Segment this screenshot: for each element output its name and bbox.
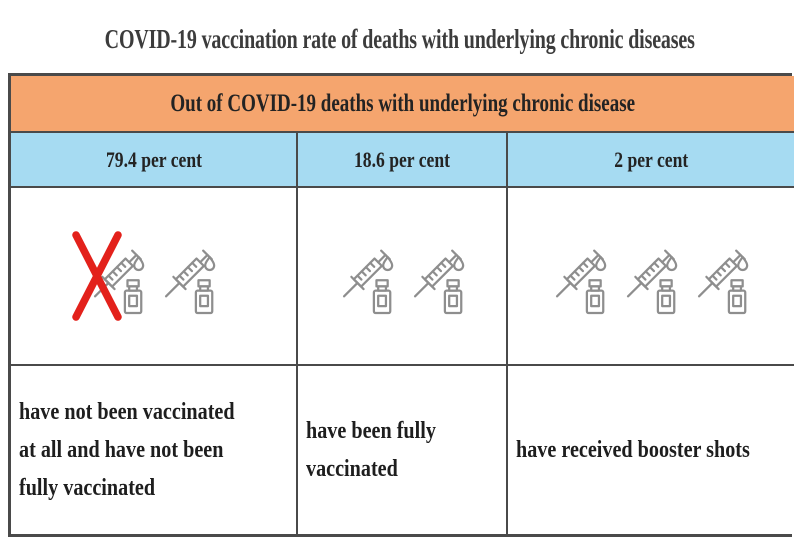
percent-value: 18.6 per cent: [354, 146, 450, 172]
syringe-vial-icon: [691, 232, 753, 320]
description-text: have been fully vaccinated: [306, 418, 436, 482]
description-cell-boosted: have received booster shots: [506, 364, 795, 534]
icons-cell-fully-vaccinated: [296, 186, 506, 364]
syringe-vial-icon: [620, 232, 682, 320]
percent-cell-boosted: 2 per cent: [506, 131, 795, 186]
page-title: COVID-19 vaccination rate of deaths with…: [0, 24, 800, 55]
syringe-vial-crossed-icon: [87, 232, 149, 320]
icons-cell-unvaccinated: [11, 186, 296, 364]
syringe-vial-icon: [158, 232, 220, 320]
vaccination-table: Out of COVID-19 deaths with underlying c…: [8, 73, 795, 537]
page-title-text: COVID-19 vaccination rate of deaths with…: [104, 24, 696, 54]
percent-cell-unvaccinated: 79.4 per cent: [11, 131, 296, 186]
description-cell-unvaccinated: have not been vaccinated at all and have…: [11, 364, 296, 534]
percent-value: 2 per cent: [614, 146, 689, 172]
percent-cell-fully-vaccinated: 18.6 per cent: [296, 131, 506, 186]
syringe-vial-icon: [407, 232, 469, 320]
percent-value: 79.4 per cent: [105, 146, 202, 172]
syringe-vial-icon: [549, 232, 611, 320]
description-text: have received booster shots: [516, 437, 750, 463]
description-text: have not been vaccinated at all and have…: [19, 399, 235, 501]
description-cell-fully-vaccinated: have been fully vaccinated: [296, 364, 506, 534]
table-header-row: Out of COVID-19 deaths with underlying c…: [11, 76, 795, 131]
table-header-text: Out of COVID-19 deaths with underlying c…: [170, 89, 636, 117]
red-cross-icon: [72, 229, 124, 323]
icons-cell-boosted: [506, 186, 795, 364]
syringe-vial-icon: [336, 232, 398, 320]
